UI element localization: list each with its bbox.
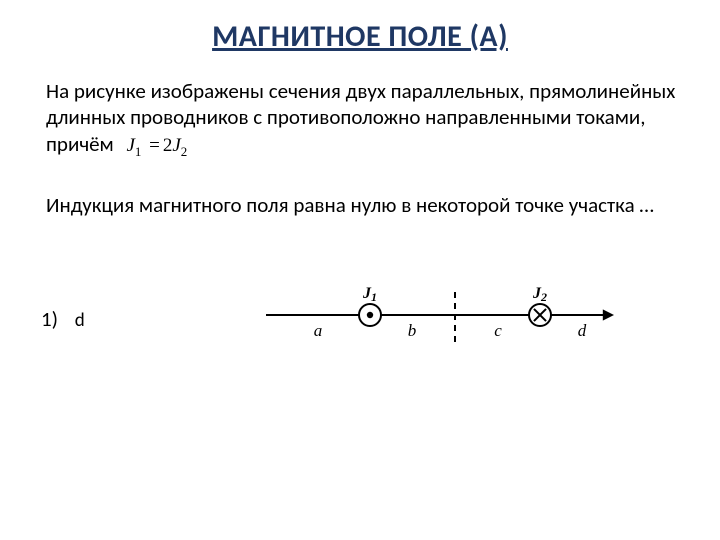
paragraph-2: Индукция магнитного поля равна нулю в не… — [46, 192, 686, 218]
svg-text:a: a — [314, 321, 323, 340]
slide-title: МАГНИТНОЕ ПОЛЕ (А) — [0, 18, 720, 55]
answer-row: 1) d — [30, 306, 85, 332]
eq-rhs-sub: 2 — [181, 144, 188, 159]
eq-lhs-sub: 1 — [135, 144, 142, 159]
equation: J1 =2J2 — [126, 131, 187, 160]
slide: МАГНИТНОЕ ПОЛЕ (А) На рисунке изображены… — [0, 0, 720, 540]
svg-text:c: c — [494, 321, 502, 340]
answer-number: 1) — [30, 306, 58, 332]
eq-rhs: J — [172, 135, 180, 156]
spacer — [46, 160, 686, 192]
eq-lhs: J — [126, 135, 134, 156]
eq-sign: = — [146, 135, 163, 156]
svg-text:d: d — [578, 321, 587, 340]
svg-text:J1: J1 — [362, 285, 377, 304]
answer-value: d — [75, 309, 85, 332]
body-text: На рисунке изображены сечения двух парал… — [46, 78, 686, 218]
svg-text:J2: J2 — [532, 285, 547, 304]
paragraph-1: На рисунке изображены сечения двух парал… — [46, 78, 686, 160]
diagram-svg: J1 J2 a b c d — [260, 270, 620, 350]
svg-text:b: b — [408, 321, 417, 340]
wires-diagram: J1 J2 a b c d — [260, 270, 620, 350]
eq-coef: 2 — [163, 135, 173, 156]
